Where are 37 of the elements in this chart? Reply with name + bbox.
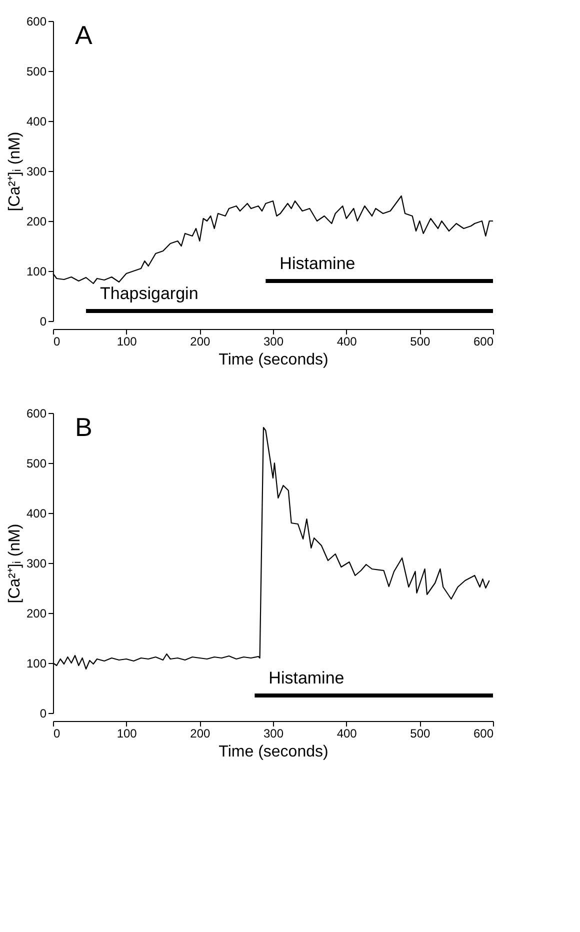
y-tick-label: 200 [26,214,47,228]
annotation: A [75,20,93,50]
x-tick-label: 500 [410,726,430,740]
y-tick-label: 0 [40,314,47,328]
annotation: B [75,412,92,442]
y-tick-label: 100 [26,264,47,278]
series-label: Histamine [280,254,356,273]
y-tick-label: 500 [26,456,47,470]
y-axis-title: [Ca²⁺]ᵢ (nM) [6,524,24,604]
x-axis-title: Time (seconds) [218,352,328,368]
x-tick-label: 400 [336,726,358,740]
x-tick-label: 200 [190,334,210,348]
y-tick-label: 200 [26,606,47,620]
x-tick-label: 600 [473,726,494,740]
y-tick-label: 600 [26,406,47,420]
y-tick-label: 100 [26,656,47,670]
y-axis-title: [Ca²⁺]ᵢ (nM) [6,132,24,212]
x-tick-label: 500 [410,334,430,348]
x-tick-label: 600 [473,334,494,348]
y-tick-label: 400 [26,506,47,520]
series-label: Histamine [268,668,344,688]
x-tick-label: 100 [116,334,138,348]
x-tick-label: 300 [263,726,284,740]
x-tick-label: 0 [54,726,60,740]
x-tick-label: 200 [190,726,210,740]
y-tick-label: 300 [26,556,47,570]
x-tick-label: 300 [263,334,284,348]
y-tick-label: 300 [26,164,47,178]
x-tick-label: 0 [54,334,60,348]
y-tick-label: 600 [26,14,47,28]
x-tick-label: 100 [116,726,138,740]
x-axis-title: Time (seconds) [218,744,328,760]
series-label: Thapsigargin [100,284,198,303]
x-tick-label: 400 [336,334,358,348]
y-tick-label: 500 [26,64,47,78]
y-tick-label: 400 [26,114,47,128]
y-tick-label: 0 [40,706,47,720]
